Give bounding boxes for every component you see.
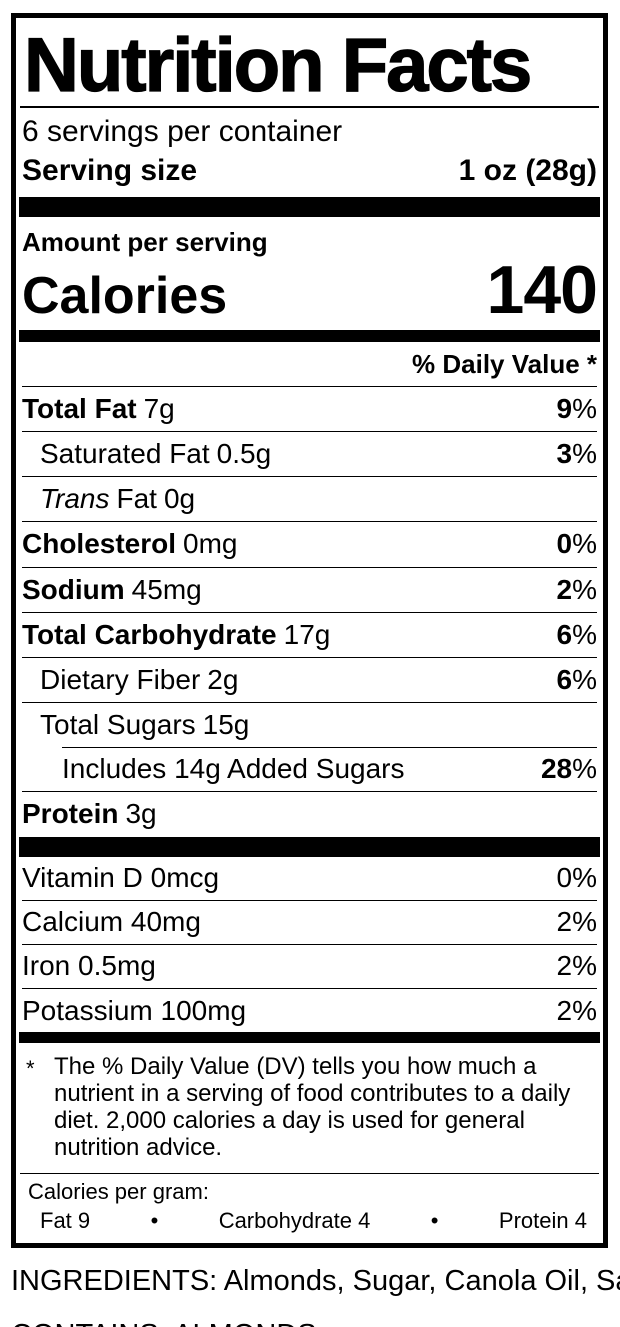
nutrient-name: Fat xyxy=(116,483,157,515)
calories-per-gram-row: Fat 9 • Carbohydrate 4 • Protein 4 xyxy=(22,1208,597,1243)
nutrient-name: Saturated Fat xyxy=(40,438,210,470)
nutrient-name: Includes 14g Added Sugars xyxy=(62,753,405,785)
amount-per-serving-label: Amount per serving xyxy=(22,227,268,258)
servings-per-container: 6 servings per container xyxy=(22,115,343,149)
nutrient-row-saturated-fat: Saturated Fat 0.5g 3% xyxy=(22,431,597,476)
calories-row: Calories 140 xyxy=(22,252,598,330)
calories-value: 140 xyxy=(486,252,598,329)
daily-value-footnote: * The % Daily Value (DV) tells you how m… xyxy=(22,1043,597,1173)
nutrient-dv: 0% xyxy=(556,528,597,560)
micronutrient-name: Potassium 100mg xyxy=(22,994,247,1026)
micronutrient-dv: 2% xyxy=(556,906,597,938)
nutrient-name: Protein xyxy=(22,798,119,830)
micronutrient-row-potassium: Potassium 100mg 2% xyxy=(22,988,597,1032)
nutrient-amount: 3g xyxy=(125,798,157,830)
cpg-fat: Fat 9 xyxy=(40,1207,91,1233)
nutrient-amount: 2g xyxy=(207,663,239,695)
nutrient-dv: 6% xyxy=(556,663,597,695)
micronutrient-row-vitamin-d: Vitamin D 0mcg 0% xyxy=(22,857,597,900)
nutrient-row-trans-fat: Trans Fat 0g xyxy=(22,476,597,521)
nutrient-dv: 2% xyxy=(556,573,597,605)
cpg-protein: Protein 4 xyxy=(498,1207,587,1233)
nutrient-amount: 17g xyxy=(283,618,331,650)
micronutrient-row-calcium: Calcium 40mg 2% xyxy=(22,899,597,944)
nutrient-name: Dietary Fiber xyxy=(40,663,201,695)
contains-statement: CONTAINS: ALMONDS xyxy=(11,1318,609,1327)
footnote-asterisk: * xyxy=(26,1056,35,1082)
serving-size-label: Serving size xyxy=(22,154,198,188)
nutrient-amount: 0.5g xyxy=(216,438,272,470)
nutrient-row-dietary-fiber: Dietary Fiber 2g 6% xyxy=(22,656,597,702)
nutrient-name: Cholesterol xyxy=(22,528,177,560)
micronutrient-name: Calcium 40mg xyxy=(22,906,201,938)
thick-bar-calories xyxy=(19,329,600,342)
nutrient-dv: 9% xyxy=(556,392,597,424)
nutrition-facts-label: Nutrition Facts 6 servings per container… xyxy=(11,13,608,1248)
cpg-carbohydrate: Carbohydrate 4 xyxy=(218,1207,371,1233)
below-label-text: INGREDIENTS: Almonds, Sugar, Canola Oil,… xyxy=(11,1264,620,1327)
thick-bar-micronutrients xyxy=(19,1032,600,1044)
nutrient-dv: 28% xyxy=(540,753,597,785)
nutrient-name-italic: Trans xyxy=(40,483,110,515)
nutrient-dv: 6% xyxy=(556,618,597,650)
nutrient-dv: 3% xyxy=(556,438,597,470)
label-title: Nutrition Facts xyxy=(23,23,533,108)
footnote-text: The % Daily Value (DV) tells you how muc… xyxy=(54,1053,571,1162)
nutrient-row-cholesterol: Cholesterol 0mg 0% xyxy=(22,521,597,566)
calories-label: Calories xyxy=(22,267,228,326)
micronutrient-dv: 2% xyxy=(556,950,597,982)
thick-bar-protein xyxy=(19,836,600,857)
nutrient-name: Total Fat xyxy=(22,392,137,424)
micronutrient-dv: 0% xyxy=(556,862,597,894)
serving-size-value: 1 oz (28g) xyxy=(458,154,597,188)
nutrient-amount: 0g xyxy=(163,483,196,515)
bullet-icon: • xyxy=(150,1207,159,1233)
nutrient-amount: 7g xyxy=(143,392,175,424)
nutrient-amount: 15g xyxy=(202,709,250,741)
micronutrient-name: Iron 0.5mg xyxy=(22,950,156,982)
daily-value-header: % Daily Value * xyxy=(22,342,597,387)
nutrient-name: Sodium xyxy=(22,573,125,605)
nutrient-row-total-carbohydrate: Total Carbohydrate 17g 6% xyxy=(22,611,597,657)
nutrient-row-sodium: Sodium 45mg 2% xyxy=(22,566,597,612)
ingredients-statement: INGREDIENTS: Almonds, Sugar, Canola Oil,… xyxy=(11,1264,620,1297)
nutrient-row-added-sugars: Includes 14g Added Sugars 28% xyxy=(22,747,597,791)
micronutrient-row-iron: Iron 0.5mg 2% xyxy=(22,943,597,988)
micronutrient-name: Vitamin D 0mcg xyxy=(22,862,220,894)
thick-bar-top xyxy=(19,197,600,218)
nutrient-row-total-fat: Total Fat 7g 9% xyxy=(22,387,597,431)
nutrient-row-protein: Protein 3g xyxy=(22,791,597,836)
calories-per-gram-label: Calories per gram: xyxy=(28,1179,209,1205)
nutrient-name: Total Carbohydrate xyxy=(22,618,277,650)
bullet-icon: • xyxy=(430,1207,439,1233)
nutrient-name: Total Sugars xyxy=(40,709,196,741)
footnote-divider xyxy=(20,1173,599,1175)
nutrient-amount: 45mg xyxy=(131,573,202,605)
nutrient-amount: 0mg xyxy=(183,528,238,560)
title-divider xyxy=(20,106,599,109)
serving-size-row: Serving size 1 oz (28g) xyxy=(22,151,597,197)
micronutrient-dv: 2% xyxy=(556,994,597,1026)
nutrient-row-total-sugars: Total Sugars 15g xyxy=(22,702,597,747)
